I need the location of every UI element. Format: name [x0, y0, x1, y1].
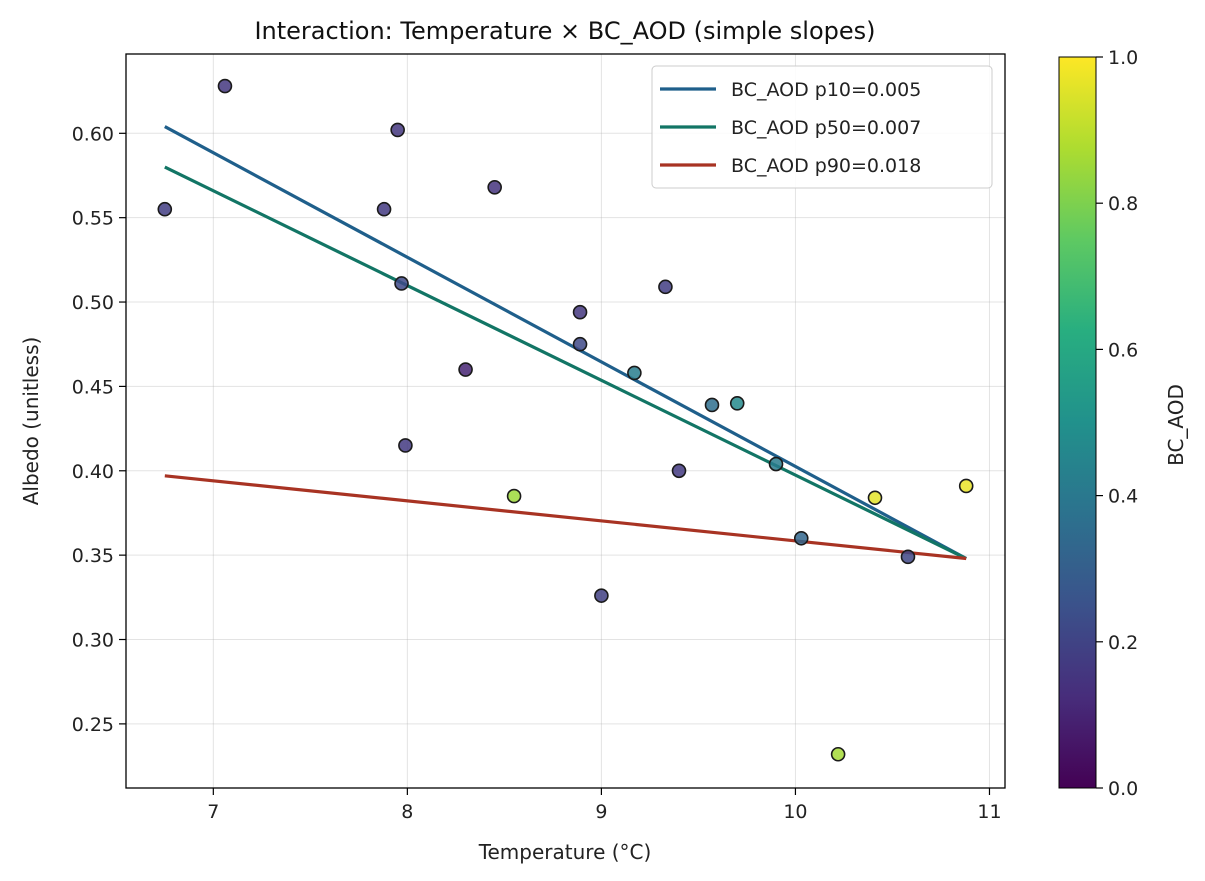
- scatter-point: [487, 180, 502, 195]
- series-line-2: [164, 165, 967, 560]
- colorbar-ticks: 0.0 0.2 0.4 0.6 0.8 1.0: [1096, 47, 1138, 800]
- scatter-point: [217, 78, 233, 94]
- legend-label-1: BC_AOD p10=0.005: [731, 79, 921, 101]
- scatter-point: [458, 362, 473, 377]
- y-tick-label: 0.35: [72, 545, 114, 567]
- scatter-point: [376, 201, 392, 217]
- y-tick-label: 0.60: [72, 123, 114, 145]
- scatter-point: [867, 490, 883, 506]
- y-tick-label: 0.45: [72, 376, 114, 398]
- legend: BC_AOD p10=0.005 BC_AOD p50=0.007 BC_AOD p…: [651, 65, 993, 189]
- colorbar-tick-label: 0.0: [1108, 778, 1138, 800]
- x-tick-label: 8: [401, 801, 413, 823]
- y-tick-label: 0.25: [72, 714, 114, 736]
- y-tick-label: 0.30: [72, 630, 114, 652]
- series-lines: [164, 125, 967, 561]
- scatter-point: [768, 456, 784, 472]
- colorbar-tick-label: 0.6: [1108, 339, 1138, 361]
- colorbar-tick-label: 0.8: [1108, 193, 1138, 215]
- scatter-point: [658, 279, 673, 295]
- legend-label-2: BC_AOD p50=0.007: [731, 117, 921, 139]
- x-tick-label: 9: [595, 801, 607, 823]
- scatter-point: [394, 276, 409, 291]
- colorbar-label: BC_AOD: [1164, 384, 1188, 466]
- scatter-point: [900, 549, 916, 565]
- y-tick-label: 0.55: [72, 208, 114, 230]
- colorbar-tick-label: 0.4: [1108, 486, 1138, 508]
- scatter-point: [830, 746, 846, 762]
- x-tick-label: 7: [207, 801, 219, 823]
- colorbar-tick-label: 1.0: [1108, 47, 1138, 69]
- y-axis: 0.25 0.30 0.35 0.40 0.45 0.50 0.55 0.60: [72, 123, 126, 736]
- scatter-point: [793, 530, 809, 546]
- series-line-3: [164, 474, 967, 561]
- scatter-point: [506, 488, 522, 504]
- scatter-point: [671, 463, 687, 479]
- y-axis-label: Albedo (unitless): [19, 337, 43, 506]
- series-line-1: [164, 125, 967, 560]
- legend-label-3: BC_AOD p90=0.018: [731, 155, 921, 177]
- scatter-point: [157, 201, 173, 217]
- y-tick-label: 0.40: [72, 461, 114, 483]
- legend-box: [651, 65, 993, 189]
- scatter-point: [390, 122, 405, 138]
- x-axis: 7 8 9 10 11: [207, 788, 1002, 823]
- scatter-point: [572, 304, 588, 320]
- chart-title: Interaction: Temperature × BC_AOD (simpl…: [254, 17, 875, 45]
- colorbar-tick-label: 0.2: [1108, 632, 1138, 654]
- plot-frame: [125, 53, 1006, 789]
- scatter-points: [157, 78, 974, 762]
- y-tick-label: 0.50: [72, 292, 114, 314]
- scatter-point: [729, 395, 745, 411]
- scatter-point: [704, 397, 720, 413]
- colorbar: 0.0 0.2 0.4 0.6 0.8 1.0 BC_AOD: [1058, 47, 1188, 800]
- colorbar-gradient: [1058, 56, 1097, 789]
- scatter-point: [572, 336, 588, 352]
- x-axis-label: Temperature (°C): [478, 840, 652, 864]
- x-tick-label: 10: [783, 801, 807, 823]
- scatter-point: [958, 478, 974, 494]
- scatter-point: [594, 588, 609, 603]
- x-tick-label: 11: [977, 801, 1001, 823]
- scatter-point: [398, 438, 413, 453]
- scatter-point: [627, 365, 642, 381]
